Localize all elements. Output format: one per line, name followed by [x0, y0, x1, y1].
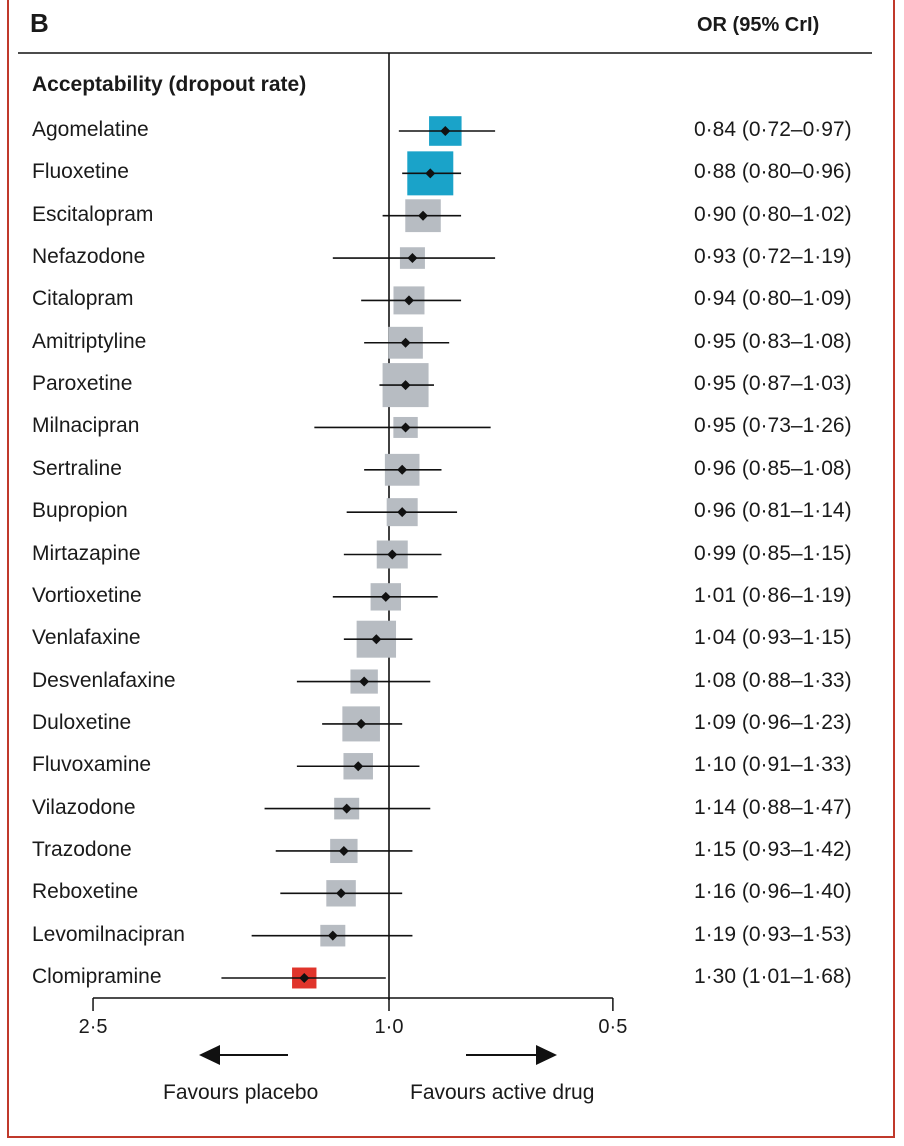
drug-label: Vilazodone — [32, 795, 136, 819]
drug-label: Nefazodone — [32, 245, 146, 269]
x-tick-label: 1·0 — [374, 1016, 404, 1038]
or-ci-label: 1·14 (0·88–1·47) — [694, 795, 852, 819]
drug-label: Levomilnacipran — [32, 922, 185, 946]
drug-label: Trazodone — [32, 837, 132, 861]
drug-label: Citalopram — [32, 287, 134, 311]
drug-label: Venlafaxine — [32, 626, 141, 650]
drug-label: Sertraline — [32, 456, 122, 480]
point-estimate — [356, 718, 367, 729]
or-ci-label: 0·95 (0·83–1·08) — [694, 329, 852, 353]
or-ci-label: 0·96 (0·85–1·08) — [694, 456, 852, 480]
favours-placebo-label: Favours placebo — [163, 1081, 319, 1104]
or-ci-label: 1·01 (0·86–1·19) — [694, 583, 852, 607]
or-ci-label: 0·94 (0·80–1·09) — [694, 287, 852, 311]
or-ci-label: 0·88 (0·80–0·96) — [694, 160, 852, 184]
or-ci-label: 1·09 (0·96–1·23) — [694, 710, 852, 734]
arrow-left-head — [199, 1045, 220, 1065]
or-ci-label: 1·08 (0·88–1·33) — [694, 668, 852, 692]
or-ci-label: 1·04 (0·93–1·15) — [694, 626, 852, 650]
x-tick-label: 0·5 — [598, 1016, 628, 1038]
point-estimate — [425, 168, 436, 179]
point-estimate — [371, 634, 382, 645]
favours-active-drug-label: Favours active drug — [410, 1081, 595, 1104]
drug-label: Clomipramine — [32, 965, 162, 988]
drug-label: Paroxetine — [32, 372, 133, 396]
drug-label: Duloxetine — [32, 710, 132, 734]
point-estimate — [440, 126, 451, 136]
or-ci-label: 0·95 (0·87–1·03) — [694, 372, 852, 396]
panel-letter: B — [30, 8, 49, 38]
drug-label: Vortioxetine — [32, 583, 142, 607]
or-ci-label: 1·10 (0·91–1·33) — [694, 753, 852, 777]
figure-frame — [7, 0, 895, 1138]
drug-label: Fluvoxamine — [32, 753, 152, 777]
arrow-right-head — [536, 1045, 557, 1065]
point-estimate — [418, 210, 429, 221]
point-estimate — [397, 464, 408, 475]
point-estimate — [397, 507, 408, 518]
drug-label: Fluoxetine — [32, 160, 129, 184]
or-ci-label: 0·96 (0·81–1·14) — [694, 499, 852, 523]
point-estimate — [353, 761, 364, 772]
or-ci-label: 0·99 (0·85–1·15) — [694, 541, 852, 565]
or-ci-label: 1·19 (0·93–1·53) — [694, 922, 852, 946]
point-estimate — [387, 549, 398, 560]
or-ci-label: 1·16 (0·96–1·40) — [694, 880, 852, 904]
x-tick-label: 2·5 — [78, 1016, 108, 1038]
drug-label: Escitalopram — [32, 202, 154, 226]
point-estimate — [327, 930, 338, 941]
or-ci-label: 0·93 (0·72–1·19) — [694, 245, 852, 269]
point-estimate — [299, 973, 310, 983]
or-ci-label: 1·15 (0·93–1·42) — [694, 837, 852, 861]
point-estimate — [336, 888, 347, 899]
point-estimate — [400, 422, 411, 433]
drug-label: Milnacipran — [32, 414, 140, 438]
point-estimate — [380, 591, 391, 602]
point-estimate — [400, 337, 411, 348]
or-ci-label: 0·84 (0·72–0·97) — [694, 118, 852, 141]
or-column-header: OR (95% CrI) — [697, 14, 820, 36]
drug-label: Agomelatine — [32, 118, 149, 141]
or-ci-label: 0·90 (0·80–1·02) — [694, 202, 852, 226]
or-ci-label: 1·30 (1·01–1·68) — [694, 965, 852, 988]
drug-label: Amitriptyline — [32, 329, 147, 353]
point-estimate — [338, 845, 349, 856]
drug-label: Bupropion — [32, 499, 128, 523]
point-estimate — [400, 380, 411, 391]
point-estimate — [341, 803, 352, 814]
drug-label: Desvenlafaxine — [32, 668, 176, 692]
point-estimate — [403, 295, 414, 306]
point-estimate — [407, 253, 418, 264]
drug-label: Mirtazapine — [32, 541, 141, 565]
or-ci-label: 0·95 (0·73–1·26) — [694, 414, 852, 438]
point-estimate — [359, 676, 370, 687]
section-title: Acceptability (dropout rate) — [32, 73, 307, 96]
drug-label: Reboxetine — [32, 880, 139, 904]
